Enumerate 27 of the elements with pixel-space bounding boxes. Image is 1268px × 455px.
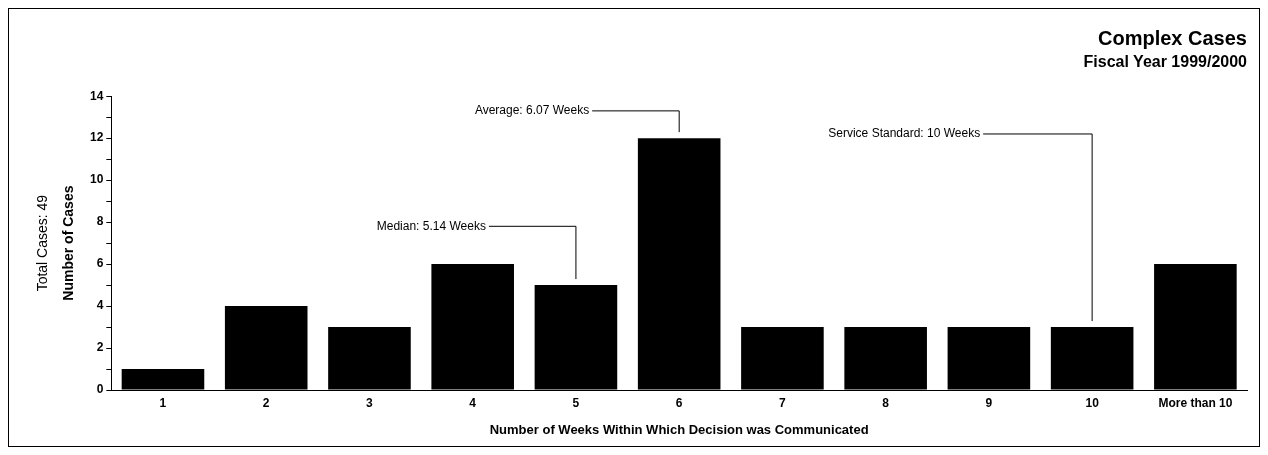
y-tick-label: 8 bbox=[96, 214, 104, 229]
chart-subtitle: Fiscal Year 1999/2000 bbox=[1083, 53, 1248, 71]
y-tick-label: 0 bbox=[96, 382, 104, 397]
chart-title: Complex Cases bbox=[1098, 26, 1247, 49]
x-tick-label: 9 bbox=[985, 395, 993, 410]
y-tick-label: 10 bbox=[89, 172, 104, 187]
x-tick-label: 1 bbox=[159, 395, 167, 410]
y-tick-label: 4 bbox=[96, 298, 104, 313]
x-tick-label: 5 bbox=[572, 395, 580, 410]
x-tick-label: 6 bbox=[675, 395, 683, 410]
x-axis-title: Number of Weeks Within Which Decision was Communicated bbox=[489, 421, 869, 437]
y-tick-label: 2 bbox=[96, 340, 104, 355]
annotation: Average: 6.07 Weeks bbox=[474, 103, 590, 118]
y-tick-label: 6 bbox=[96, 256, 104, 271]
x-tick-label: 3 bbox=[366, 395, 374, 410]
x-tick-label: 10 bbox=[1085, 395, 1100, 410]
x-tick-label: More than 10 bbox=[1158, 395, 1233, 410]
x-tick-label: 7 bbox=[779, 395, 787, 410]
y-tick-label: 14 bbox=[89, 88, 104, 103]
y-axis-title: Number of Cases bbox=[59, 185, 76, 301]
text: Total Cases: 49 bbox=[33, 194, 50, 292]
annotation: Median: 5.14 Weeks bbox=[376, 218, 486, 233]
x-tick-label: 2 bbox=[262, 395, 270, 410]
annotation: Service Standard: 10 Weeks bbox=[828, 126, 981, 141]
y-tick-label: 12 bbox=[89, 130, 104, 145]
x-tick-label: 4 bbox=[469, 395, 477, 410]
x-tick-label: 8 bbox=[882, 395, 890, 410]
